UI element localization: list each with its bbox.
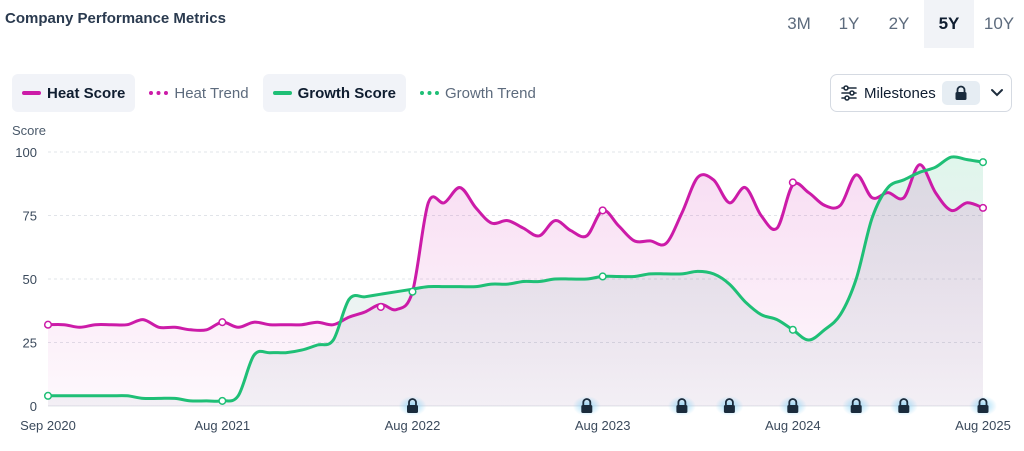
legend-label: Heat Trend (174, 84, 249, 102)
x-tick-label: Aug 2021 (194, 418, 250, 433)
range-3m-button[interactable]: 3M (787, 14, 811, 33)
data-point-marker (598, 206, 607, 215)
lock-body (676, 405, 688, 413)
data-point-marker (218, 318, 227, 327)
milestone-lock-marker (842, 396, 871, 416)
range-2y-button[interactable]: 2Y (888, 14, 910, 33)
lock-shackle (725, 398, 734, 405)
milestone-lock-marker (398, 396, 427, 416)
milestone-lock-marker (715, 396, 744, 416)
milestone-lock-marker (572, 396, 601, 416)
milestone-lock-marker (889, 396, 918, 416)
data-point-marker (978, 158, 988, 167)
chevron-down-icon (990, 88, 1004, 98)
lock-body (977, 405, 989, 413)
y-tick-label: 50 (23, 272, 37, 287)
legend-swatch (149, 91, 169, 95)
series-area (48, 156, 983, 406)
lock-shackle (788, 398, 798, 405)
milestone-lock-marker (969, 396, 997, 416)
series-line (46, 155, 985, 403)
y-tick-label: 75 (23, 209, 37, 224)
data-point-marker (43, 391, 53, 400)
chart-title: Company Performance Metrics (5, 10, 226, 27)
legend-swatch (272, 91, 292, 95)
data-point-marker (408, 287, 417, 296)
y-tick-label: 100 (15, 145, 37, 160)
milestone-lock-marker (667, 396, 696, 416)
y-axis-label: Score (12, 123, 46, 138)
legend-heat-score[interactable]: Heat Score (12, 74, 136, 112)
legend-swatch (419, 91, 439, 95)
range-5y-button[interactable]: 5Y (924, 0, 974, 48)
legend-label: Growth Score (297, 84, 396, 102)
lock-body (723, 405, 735, 413)
lock-shackle (978, 398, 988, 405)
lock-icon (941, 81, 980, 105)
milestones-dropdown[interactable]: Milestones (830, 74, 1012, 112)
legend-label: Heat Score (47, 84, 126, 102)
data-point-marker (598, 272, 607, 281)
data-point-marker (788, 178, 797, 187)
range-10y-button[interactable]: 10Y (983, 14, 1015, 33)
lock-shackle (408, 398, 417, 405)
lock-shackle (582, 398, 592, 405)
milestone-lock-marker (778, 396, 807, 416)
time-range-selector: 3M 1Y 2Y 5Y 10Y (774, 0, 1024, 48)
series-line (46, 163, 985, 332)
data-point-marker (43, 320, 53, 329)
lock-body (581, 405, 593, 413)
lock-shackle (851, 398, 861, 405)
data-point-marker (218, 396, 227, 405)
chart-legend: Heat Score Heat Trend Growth Score Growt… (12, 74, 550, 112)
x-tick-label: Aug 2023 (575, 418, 631, 433)
legend-growth-score[interactable]: Growth Score (262, 74, 406, 112)
range-1y-button[interactable]: 1Y (838, 14, 860, 33)
lock-body (407, 405, 418, 413)
y-tick-label: 0 (30, 399, 37, 414)
x-tick-label: Sep 2020 (20, 418, 76, 433)
lock-body (850, 405, 862, 413)
data-point-marker (978, 203, 988, 212)
lock-body (787, 405, 799, 413)
legend-growth-trend[interactable]: Growth Trend (410, 74, 546, 112)
x-tick-label: Aug 2025 (955, 418, 1011, 433)
legend-label: Growth Trend (444, 84, 536, 102)
lock-body (898, 405, 910, 413)
lock-shackle (677, 398, 687, 405)
data-point-marker (376, 302, 385, 311)
lock-shackle (899, 398, 909, 405)
legend-heat-trend[interactable]: Heat Trend (139, 74, 258, 112)
milestones-label: Milestones (864, 84, 936, 102)
sliders-icon (840, 84, 858, 102)
data-point-marker (788, 325, 797, 334)
x-tick-label: Aug 2024 (765, 418, 821, 433)
legend-swatch (22, 91, 41, 95)
y-tick-label: 25 (23, 336, 37, 351)
x-tick-label: Aug 2022 (385, 418, 441, 433)
